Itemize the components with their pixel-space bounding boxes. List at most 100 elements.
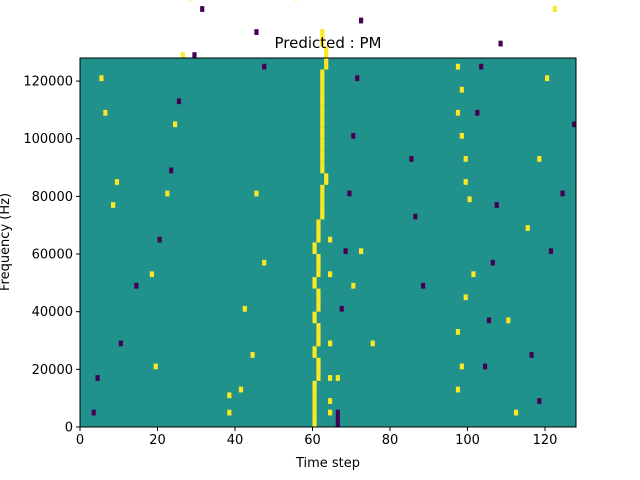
heatmap-cell-low: [560, 190, 565, 197]
heatmap-cell-high: [525, 225, 530, 231]
heatmap-cell-low: [529, 352, 534, 358]
heatmap-cell-low: [262, 63, 267, 70]
x-tick-label: 20: [149, 433, 166, 448]
heatmap-cell-high: [312, 403, 317, 416]
heatmap-area: [80, 0, 577, 427]
heatmap-cell-low: [483, 363, 488, 370]
heatmap-cell-low: [490, 259, 495, 266]
heatmap-cell-high: [455, 386, 461, 393]
heatmap-cell-low: [134, 282, 139, 289]
heatmap-cell-high: [320, 127, 325, 139]
heatmap-cell-high: [463, 179, 468, 185]
heatmap-cell-high: [165, 190, 170, 197]
heatmap-cell-high: [242, 305, 247, 312]
heatmap-cell-high: [552, 6, 557, 12]
heatmap-cell-low: [118, 340, 123, 347]
heatmap-cell-high: [320, 29, 325, 35]
heatmap-cell-low: [335, 409, 340, 427]
heatmap-cell-high: [320, 161, 325, 174]
heatmap-cell-high: [455, 328, 461, 335]
heatmap-cell-high: [506, 317, 511, 324]
heatmap-cell-high: [455, 63, 461, 70]
heatmap-cell-high: [316, 323, 321, 335]
heatmap-cell-low: [95, 375, 100, 381]
heatmap-cell-low: [339, 305, 344, 312]
heatmap-cell-high: [320, 81, 325, 93]
y-axis-ticks: 0 20000 40000 60000 80000 100000 120000: [23, 75, 80, 436]
y-tick-label: 0: [65, 421, 73, 436]
heatmap-cell-high: [312, 311, 317, 324]
plot-frame: [79, 57, 577, 428]
heatmap-cell-high: [320, 184, 325, 197]
heatmap-cell-high: [459, 363, 464, 370]
heatmap-cell-high: [320, 69, 325, 82]
heatmap-cell-high: [312, 380, 317, 393]
heatmap-cell-low: [91, 409, 96, 416]
heatmap-cell-high: [316, 288, 321, 301]
heatmap-cell-high: [173, 121, 178, 128]
heatmap-cell-high: [320, 34, 325, 47]
heatmap-cell-high: [320, 115, 325, 128]
heatmap-cell-high: [320, 150, 325, 162]
x-tick-label: 60: [304, 433, 321, 448]
heatmap-cell-high: [324, 173, 329, 185]
heatmap-cell-high: [324, 46, 329, 58]
y-tick-label: 80000: [32, 190, 73, 205]
heatmap-cell-high: [149, 271, 154, 278]
heatmap-cell-high: [328, 398, 333, 404]
heatmap-cell-high: [114, 179, 120, 185]
heatmap-cell-high: [316, 300, 321, 312]
heatmap-cell-high: [370, 340, 375, 347]
heatmap-cell-high: [312, 392, 317, 404]
heatmap-cell-low: [421, 282, 426, 289]
heatmap-cell-low: [498, 40, 503, 47]
heatmap-cell-low: [494, 202, 499, 208]
heatmap-cell-high: [359, 248, 364, 255]
heatmap-cell-low: [409, 156, 414, 162]
heatmap-cell-low: [347, 190, 352, 197]
heatmap-cell-high: [99, 75, 104, 82]
heatmap-cell-low: [355, 75, 360, 82]
heatmap-cell-high: [545, 75, 550, 82]
heatmap-cell-high: [254, 190, 259, 197]
y-tick-label: 100000: [23, 132, 73, 147]
heatmap-cell-low: [192, 52, 197, 58]
heatmap-cell-high: [328, 340, 333, 347]
x-tick-label: 0: [76, 433, 84, 448]
x-tick-label: 80: [382, 433, 399, 448]
y-axis-label: Frequency (Hz): [0, 193, 13, 291]
heatmap-cell-low: [351, 132, 356, 139]
heatmap-cell-high: [316, 254, 321, 266]
heatmap-cell-low: [254, 29, 259, 35]
x-tick-label: 40: [227, 433, 244, 448]
heatmap-cell-high: [250, 352, 255, 358]
heatmap-cell-high: [328, 236, 333, 243]
heatmap-cell-low: [537, 398, 542, 404]
heatmap-cell-high: [459, 86, 464, 93]
heatmap-cell-high: [459, 132, 464, 139]
heatmap-cell-high: [103, 109, 108, 116]
heatmap-cell-low: [157, 236, 162, 243]
heatmap-cell-low: [479, 63, 484, 70]
heatmap-cell-high: [316, 357, 321, 370]
heatmap-cell-low: [359, 17, 364, 24]
heatmap-cell-high: [335, 375, 340, 381]
heatmap-cell-low: [200, 6, 205, 12]
heatmap-cell-high: [316, 334, 321, 347]
y-tick-label: 40000: [32, 305, 73, 320]
heatmap-cell-low: [176, 98, 182, 105]
heatmap-cell-high: [467, 196, 472, 203]
heatmap-cell-low: [343, 248, 348, 255]
x-tick-label: 120: [533, 433, 558, 448]
heatmap-cell-low: [548, 248, 554, 255]
heatmap-cell-high: [111, 202, 116, 208]
y-tick-label: 120000: [23, 75, 73, 90]
heatmap-cell-high: [328, 271, 333, 278]
x-tick-label: 100: [455, 433, 480, 448]
heatmap-cell-high: [320, 196, 325, 208]
heatmap-cell-high: [312, 346, 317, 358]
heatmap-cell-high: [324, 58, 329, 70]
heatmap-cell-high: [316, 219, 321, 231]
heatmap-cell-high: [316, 369, 321, 381]
